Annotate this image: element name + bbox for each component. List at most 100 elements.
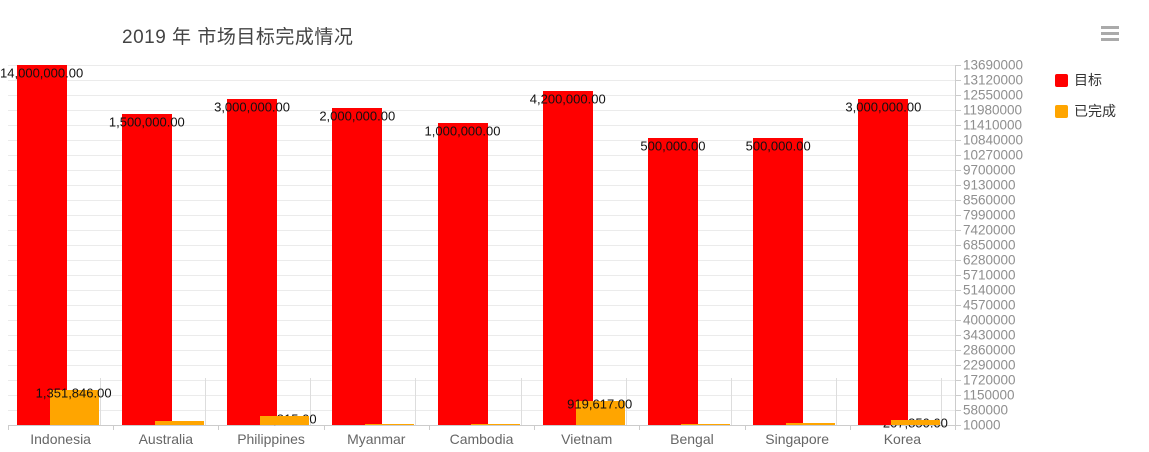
bar-label-target: 14,000,000.00 — [0, 65, 84, 81]
category-split-line — [310, 378, 312, 425]
bar-target-australia[interactable] — [121, 113, 172, 425]
y-axis-tick — [955, 65, 961, 66]
x-axis-tick — [955, 425, 956, 430]
y-axis-tick-label: 5140000 — [963, 282, 1016, 298]
y-axis-tick-label: 8560000 — [963, 192, 1016, 208]
y-axis-tick-label: 13120000 — [963, 72, 1024, 88]
x-axis-tick — [323, 425, 325, 430]
category-split-line — [415, 378, 417, 425]
x-axis-tick — [744, 425, 746, 430]
category-split-line — [520, 378, 522, 425]
y-axis-tick-label: 5710000 — [963, 267, 1016, 283]
y-axis-tick-label: 12550000 — [963, 87, 1024, 103]
gridline — [8, 110, 955, 111]
x-axis-category-label[interactable]: Bengal — [670, 431, 714, 447]
legend-swatch-target — [1055, 73, 1068, 87]
y-axis-tick-label: 7990000 — [963, 207, 1016, 223]
x-axis-category-label[interactable]: Indonesia — [30, 431, 91, 447]
y-axis-tick — [955, 395, 961, 396]
bar-completed-myanmar[interactable] — [365, 423, 415, 425]
legend-item-target[interactable]: 目标 — [1055, 70, 1116, 90]
x-axis-category-label[interactable]: Cambodia — [449, 431, 514, 447]
y-axis-tick — [955, 245, 961, 246]
y-axis-tick-label: 2860000 — [963, 342, 1016, 358]
y-axis-tick — [955, 275, 961, 276]
y-axis-tick-label: 6280000 — [963, 252, 1016, 268]
bar-target-philippines[interactable] — [227, 98, 278, 425]
x-axis-tick — [218, 425, 220, 430]
bar-label-completed: 1,351,846.00 — [35, 385, 112, 401]
category-split-line — [836, 378, 838, 425]
bar-target-bengal[interactable] — [647, 137, 698, 425]
chart-title: 2019 年 市场目标完成情况 — [122, 27, 354, 48]
y-axis-tick-label: 9700000 — [963, 162, 1016, 178]
x-axis-category-label[interactable]: Singapore — [765, 431, 830, 447]
bar-completed-philippines[interactable] — [260, 416, 310, 425]
y-axis-tick-label: 1150000 — [963, 387, 1015, 403]
y-axis-tick — [955, 125, 961, 126]
x-axis-category-label[interactable]: Australia — [138, 431, 194, 447]
x-axis-category-label[interactable]: Vietnam — [561, 431, 613, 447]
bar-label-target: 3,000,000.00 — [845, 99, 922, 115]
x-axis-tick — [534, 425, 536, 430]
y-axis-tick — [955, 320, 961, 321]
y-axis-tick — [955, 155, 961, 156]
y-axis-tick — [955, 305, 961, 306]
y-axis-tick-label: 1720000 — [963, 372, 1016, 388]
y-axis-tick-label: 10840000 — [963, 132, 1024, 148]
bar-label-target: 500,000.00 — [640, 138, 706, 154]
y-axis-tick-label: 13690000 — [963, 57, 1024, 73]
y-axis-tick — [955, 80, 961, 81]
x-axis-category-label[interactable]: Philippines — [237, 431, 305, 447]
hamburger-bar — [1101, 26, 1119, 29]
bar-target-indonesia[interactable] — [16, 65, 67, 425]
x-axis-category-label[interactable]: Korea — [883, 431, 922, 447]
bar-target-korea[interactable] — [858, 98, 909, 425]
y-axis-tick-label: 10270000 — [963, 147, 1024, 163]
x-axis-tick — [639, 425, 641, 430]
legend: 目标 已完成 — [1055, 70, 1116, 132]
bar-completed-korea[interactable] — [891, 419, 941, 425]
y-axis-tick — [955, 230, 961, 231]
bar-label-target: 1,500,000.00 — [108, 114, 185, 130]
bar-label-target: 500,000.00 — [745, 138, 811, 154]
y-axis-tick — [955, 365, 961, 366]
y-axis-tick — [955, 95, 961, 96]
y-axis-tick — [955, 170, 961, 171]
bar-completed-indonesia[interactable] — [49, 389, 99, 425]
x-axis-category-label[interactable]: Myanmar — [347, 431, 406, 447]
legend-item-completed[interactable]: 已完成 — [1055, 101, 1116, 121]
legend-label-completed: 已完成 — [1074, 103, 1116, 119]
y-axis-tick-label: 4570000 — [963, 297, 1016, 313]
bar-completed-singapore[interactable] — [786, 422, 836, 425]
bar-target-myanmar[interactable] — [332, 107, 383, 425]
legend-swatch-completed — [1055, 104, 1068, 118]
bar-completed-bengal[interactable] — [680, 423, 730, 425]
gridline — [8, 95, 955, 96]
x-axis-tick — [849, 425, 851, 430]
bar-label-target: 3,000,000.00 — [214, 99, 290, 115]
y-axis-tick — [955, 410, 961, 411]
hamburger-menu-icon[interactable] — [1101, 26, 1119, 41]
y-axis-tick — [955, 215, 961, 216]
bar-label-target: 2,000,000.00 — [319, 108, 396, 124]
gridline — [8, 65, 955, 66]
y-axis-tick-label: 580000 — [963, 402, 1009, 418]
bar-completed-australia[interactable] — [154, 420, 204, 425]
y-axis-tick-label: 10000 — [963, 417, 1001, 433]
bar-target-singapore[interactable] — [753, 137, 804, 425]
y-axis-tick — [955, 110, 961, 111]
y-axis-tick — [955, 380, 961, 381]
y-axis-tick-label: 7420000 — [963, 222, 1016, 238]
category-split-line — [941, 378, 943, 425]
y-axis-tick — [955, 140, 961, 141]
y-axis-tick — [955, 200, 961, 201]
y-axis-tick-label: 2290000 — [963, 357, 1016, 373]
category-split-line — [730, 378, 732, 425]
bar-completed-vietnam[interactable] — [575, 401, 625, 425]
bar-label-target: 4,200,000.00 — [529, 91, 606, 107]
bar-target-vietnam[interactable] — [542, 91, 593, 425]
bar-target-cambodia[interactable] — [437, 122, 488, 425]
bar-completed-cambodia[interactable] — [470, 423, 520, 425]
